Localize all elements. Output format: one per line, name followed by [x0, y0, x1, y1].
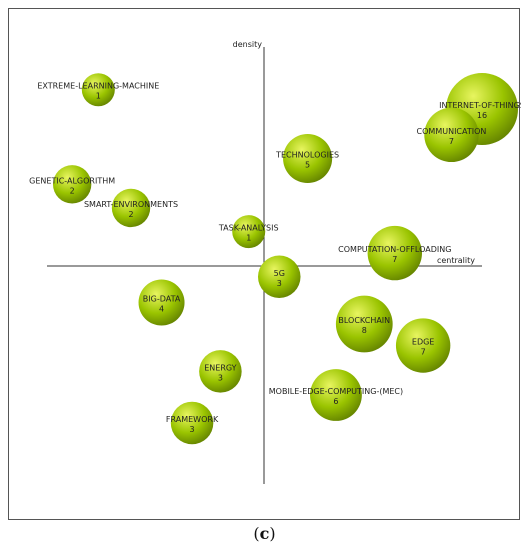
bubble-label: SMART-ENVIRONMENTS [84, 200, 178, 209]
bubble-label: BIG-DATA [143, 295, 181, 304]
bubble-label: TECHNOLOGIES [275, 151, 339, 160]
figure-caption: (c) [0, 524, 529, 543]
y-axis-label: density [233, 40, 263, 49]
caption-letter: c [259, 524, 270, 543]
bubble-count: 7 [421, 348, 426, 357]
bubble-count: 1 [246, 234, 251, 243]
bubble-count: 1 [96, 92, 101, 101]
bubble-circle [258, 255, 301, 299]
bubble-count: 7 [392, 255, 397, 264]
bubble-circle [283, 133, 333, 184]
bubble-count: 7 [449, 137, 454, 146]
bubble-circle [395, 318, 451, 373]
bubble-label: ENERGY [204, 363, 236, 372]
bubble-count: 5 [305, 161, 310, 170]
bubble-label: 5G [274, 269, 285, 278]
caption-open: ( [253, 524, 260, 543]
bubble-layer: EXTREME-LEARNING-MACHINE1INTERNET-OF-THI… [29, 73, 521, 445]
bubble-circle [52, 165, 92, 204]
bubble-circle [138, 279, 185, 326]
x-axis-label: centrality [437, 256, 475, 265]
bubble-circle [199, 350, 242, 393]
bubble-count: 2 [70, 186, 75, 195]
bubble-label: COMPUTATION-OFFLOADING [338, 245, 451, 254]
bubble-label: EXTREME-LEARNING-MACHINE [37, 82, 159, 91]
bubble-count: 3 [190, 425, 195, 434]
bubble-circle [170, 401, 214, 445]
bubble-label: GENETIC-ALGORITHM [29, 176, 115, 185]
bubble-label: BLOCKCHAIN [338, 316, 390, 325]
bubble-label: MOBILE-EDGE-COMPUTING-(MEC) [269, 387, 403, 396]
bubble-mobile-edge-computing-mec: MOBILE-EDGE-COMPUTING-(MEC)6 [269, 369, 403, 421]
strategic-diagram: density centrality EXTREME-LEARNING-MACH… [29, 40, 521, 484]
bubble-count: 6 [333, 397, 338, 406]
bubble-count: 2 [128, 210, 133, 219]
bubble-circle [111, 188, 151, 228]
bubble-circle [81, 73, 115, 107]
bubble-label: FRAMEWORK [166, 415, 219, 424]
bubble-count: 4 [159, 305, 164, 314]
bubble-circle [310, 369, 362, 421]
bubble-label: EDGE [412, 338, 434, 347]
bubble-circle [335, 295, 393, 353]
strategic-diagram-frame: density centrality EXTREME-LEARNING-MACH… [8, 8, 521, 520]
bubble-circle [232, 215, 266, 249]
bubble-5g: 5G3 [258, 255, 301, 299]
bubble-label: TASK-ANALYSIS [218, 224, 279, 233]
bubble-circle [424, 107, 479, 163]
bubble-count: 16 [477, 111, 487, 120]
bubble-label: COMMUNICATION [417, 127, 487, 136]
bubble-count: 3 [277, 279, 282, 288]
bubble-count: 8 [362, 326, 367, 335]
bubble-count: 3 [218, 373, 223, 382]
bubble-circle [367, 225, 422, 281]
caption-close: ) [269, 524, 276, 543]
bubble-label: INTERNET-OF-THINGS [439, 101, 521, 110]
